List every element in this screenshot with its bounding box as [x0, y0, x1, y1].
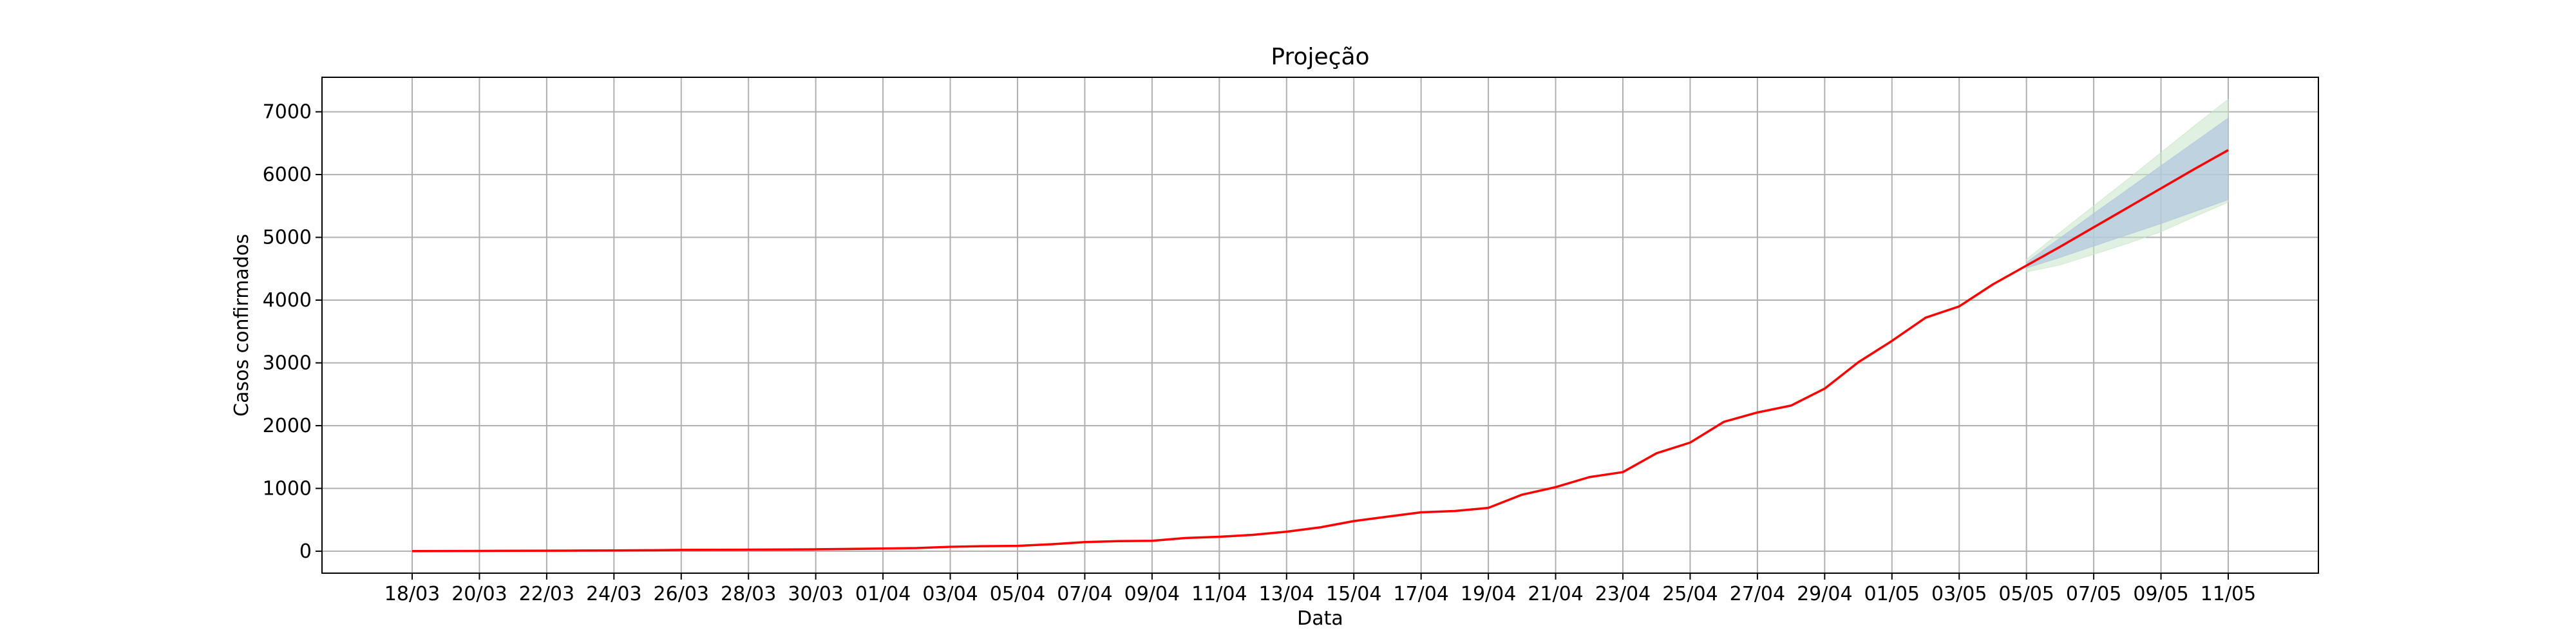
x-axis-ticks: 18/03 20/03 22/03 24/03 26/03 28/03 30/03 01/04… [384, 573, 2256, 605]
y-tick-label: 5000 [263, 227, 312, 249]
y-tick-label: 6000 [263, 164, 312, 186]
x-tick-label: 15/04 [1326, 583, 1381, 605]
x-tick-label: 23/04 [1595, 583, 1651, 605]
x-tick-label: 07/05 [2066, 583, 2121, 605]
series-lines [412, 149, 2229, 553]
x-tick-label: 13/04 [1259, 583, 1314, 605]
x-tick-label: 11/05 [2201, 583, 2256, 605]
grid [322, 77, 2318, 573]
projection-inner-band [2026, 117, 2229, 269]
confirmed-cases-line [412, 149, 2229, 553]
x-tick-label: 29/04 [1797, 583, 1852, 605]
x-tick-label: 09/04 [1124, 583, 1180, 605]
y-tick-label: 7000 [263, 101, 312, 124]
x-axis-label: Data [1297, 607, 1343, 630]
y-tick-label: 2000 [263, 415, 312, 437]
x-tick-label: 17/04 [1393, 583, 1448, 605]
x-tick-label: 05/05 [1998, 583, 2054, 605]
y-tick-label: 4000 [263, 289, 312, 312]
x-tick-label: 09/05 [2133, 583, 2188, 605]
chart-title: Projeção [1271, 44, 1369, 70]
projection-bands [2026, 99, 2229, 272]
x-tick-label: 20/03 [451, 583, 507, 605]
x-tick-label: 25/04 [1662, 583, 1718, 605]
plot-area-frame [321, 77, 2319, 574]
x-tick-label: 07/04 [1057, 583, 1112, 605]
x-tick-label: 30/03 [788, 583, 843, 605]
x-tick-label: 27/04 [1730, 583, 1785, 605]
x-tick-label: 11/04 [1191, 583, 1247, 605]
x-tick-label: 18/03 [384, 583, 440, 605]
y-tick-label: 0 [299, 540, 312, 563]
x-tick-label: 26/03 [654, 583, 709, 605]
y-axis-ticks: 0 1000 2000 3000 4000 5000 6000 7000 [263, 101, 322, 563]
x-tick-label: 22/03 [519, 583, 574, 605]
y-axis-label: Casos confirmados [231, 234, 253, 417]
x-tick-label: 03/04 [922, 583, 978, 605]
y-tick-label: 1000 [263, 477, 312, 500]
x-tick-label: 24/03 [586, 583, 641, 605]
x-tick-label: 05/04 [990, 583, 1045, 605]
x-tick-label: 01/04 [855, 583, 911, 605]
x-tick-label: 03/05 [1931, 583, 1987, 605]
x-tick-label: 01/05 [1864, 583, 1920, 605]
y-tick-label: 3000 [263, 352, 312, 374]
x-tick-label: 21/04 [1528, 583, 1583, 605]
x-tick-label: 19/04 [1461, 583, 1516, 605]
x-tick-label: 28/03 [721, 583, 776, 605]
